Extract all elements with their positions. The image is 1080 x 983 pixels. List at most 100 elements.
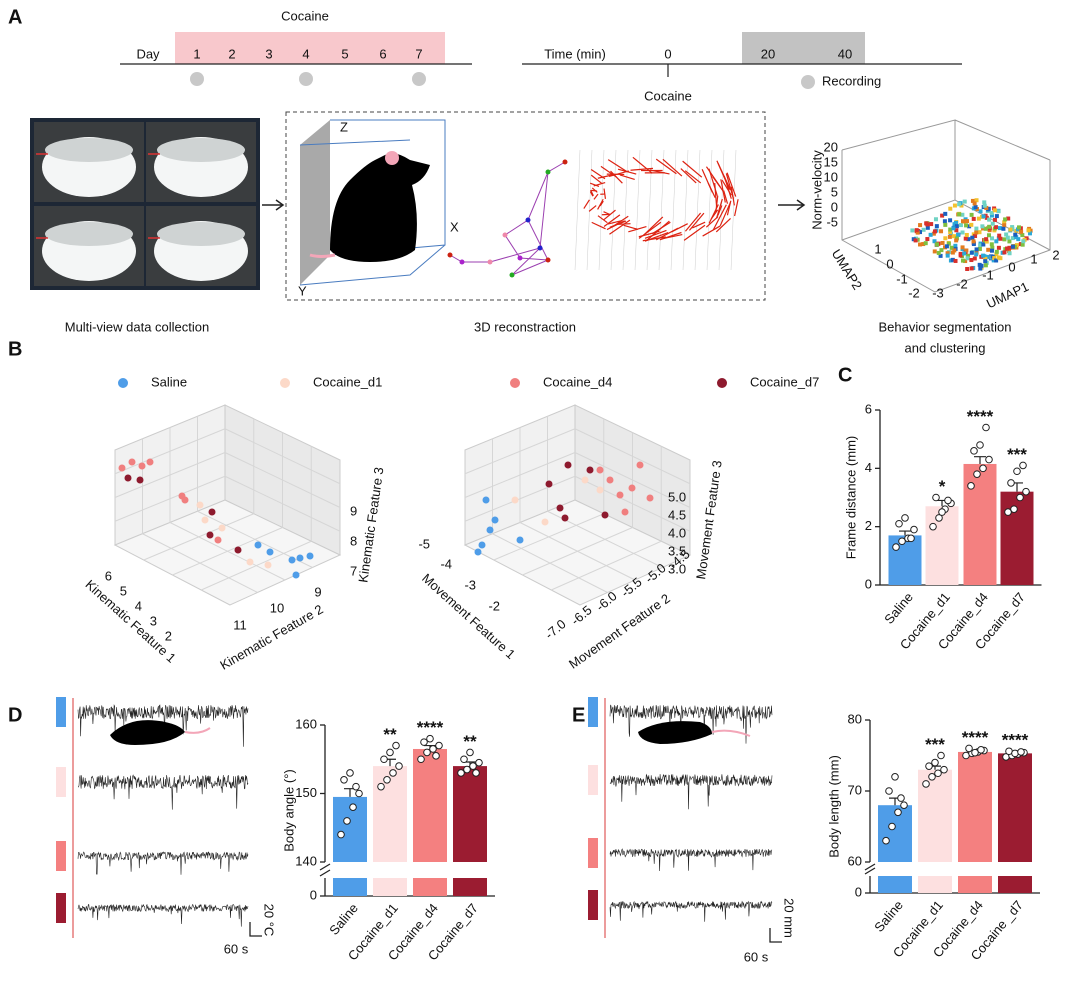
umap-point [987,224,992,229]
umap-point [986,233,991,238]
data-point [380,755,388,764]
mesh [619,174,635,181]
mesh [680,168,697,184]
data-point [420,738,428,746]
umap-point [972,256,977,261]
y-tick-label: 150 [295,785,317,800]
umap-point [989,213,994,218]
data-point [985,455,993,464]
umap-point [1005,235,1010,240]
panel-letter: B [8,338,22,360]
data-point [1022,487,1030,496]
umap-point [982,203,987,208]
data-point [973,470,981,478]
mesh [715,195,719,213]
umap-box [841,119,1051,293]
umap-point [1010,236,1015,241]
mesh-grid [598,149,605,271]
scale-bar [249,922,262,937]
mesh [597,198,604,210]
mesh [591,189,598,192]
scale-label: 20 °C [262,904,277,937]
data-point [982,423,990,432]
data-point [340,776,348,784]
scale-label: 20 mm [782,898,797,938]
umap-point [989,248,994,253]
scatter-point [206,531,214,539]
scatter-point [136,476,144,484]
mesh [719,202,732,227]
scatter-point [596,486,604,494]
significance: ** [463,732,477,751]
umap-point [990,245,995,250]
time-tick: 0 [664,46,671,61]
umap-point [925,225,930,230]
umap-point [994,214,999,219]
mesh [597,215,608,224]
scatter-point [511,496,519,504]
y-tick-label: 4 [865,460,872,475]
label: Day [136,46,160,61]
umap-point [918,223,923,228]
scatter-point [545,480,553,488]
keypoint [487,259,493,265]
scatter-point [181,496,189,504]
data-point [423,748,431,757]
data-point [466,748,474,757]
mesh [683,224,706,241]
mesh [609,219,631,235]
floor [113,499,342,606]
group-swatch [588,697,598,727]
tick-label: 20 [824,139,838,154]
scatter-point [516,536,524,544]
scatter-point [118,464,126,472]
mesh [603,188,607,199]
time-tick: 40 [838,46,852,61]
error-bar [974,456,986,464]
umap-point [933,217,938,222]
umap-point [989,242,994,247]
mesh [590,189,594,197]
mesh [610,170,623,184]
umap-point [976,216,981,221]
x-tick-label: Saline [881,589,916,626]
mouse-tail [184,727,211,734]
data-point [463,765,471,774]
umap-point [998,236,1003,241]
umap-point [1007,251,1012,256]
scatter-point [596,466,604,474]
umap-point [971,242,976,247]
umap-point [996,245,1001,250]
tick-label: -4 [440,556,452,571]
x-tick-label: Saline [326,900,361,937]
bar [958,751,992,862]
mesh-grid [694,149,701,271]
recording-dot [801,75,815,89]
umap-point [1002,223,1007,228]
umap-point [943,211,948,216]
data-point [1017,748,1025,756]
skeleton [527,219,549,261]
umap-point [1027,231,1032,236]
data-point [1010,505,1018,513]
umap-point [951,226,956,231]
mesh [617,168,637,175]
data-point [891,773,899,781]
umap-point [1005,246,1010,251]
mesh [659,231,682,241]
umap-point [918,242,923,247]
mesh-grid [718,149,725,271]
umap-point [931,231,936,236]
umap-point [921,227,926,232]
data-point [940,765,948,774]
umap-point [960,212,965,217]
tick-label: 4.5 [668,507,686,522]
umap-point [984,205,989,210]
umap-point [1016,237,1021,242]
legend-label: Cocaine_d7 [750,374,819,389]
umap-point [948,230,953,235]
label: Recording [822,73,881,88]
data-point [346,769,354,777]
scatter-point [214,536,222,544]
tick-label: 5 [831,184,838,199]
